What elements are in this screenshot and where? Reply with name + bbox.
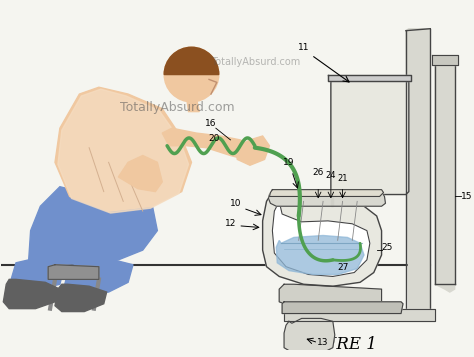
Text: TotallyAbsurd.com: TotallyAbsurd.com [119,101,234,114]
Polygon shape [276,236,364,275]
Polygon shape [55,284,107,312]
Text: TotallyAbsurd.com: TotallyAbsurd.com [211,57,300,67]
Polygon shape [235,136,269,165]
Text: 16: 16 [205,119,217,128]
Polygon shape [11,260,65,289]
Polygon shape [29,187,157,265]
Polygon shape [435,60,455,292]
Polygon shape [162,128,255,160]
Text: 15: 15 [461,192,472,201]
Text: FIGURE 1: FIGURE 1 [291,336,377,353]
Polygon shape [55,87,191,211]
Polygon shape [432,55,457,65]
Text: 12: 12 [225,219,236,228]
Polygon shape [284,318,335,355]
Text: 26: 26 [312,168,324,177]
Circle shape [164,47,219,102]
Wedge shape [164,47,219,75]
Polygon shape [284,309,435,321]
Text: 10: 10 [229,199,241,208]
Polygon shape [263,192,382,286]
Polygon shape [48,265,99,280]
Text: 25: 25 [382,243,393,252]
Text: 11: 11 [298,43,310,52]
Polygon shape [268,192,385,206]
Polygon shape [118,156,162,192]
Text: 20: 20 [208,134,219,143]
Polygon shape [273,201,370,276]
Text: 27: 27 [337,263,348,272]
Text: 13: 13 [317,338,329,347]
Polygon shape [328,75,411,81]
Text: 24: 24 [326,171,336,180]
Text: 21: 21 [337,174,348,183]
Polygon shape [331,79,409,195]
Polygon shape [187,98,199,112]
Polygon shape [279,284,382,309]
Polygon shape [58,89,189,213]
Polygon shape [269,190,383,196]
Polygon shape [282,302,403,313]
Polygon shape [331,192,333,206]
Polygon shape [65,260,133,294]
Text: 19: 19 [283,158,295,167]
Polygon shape [3,280,60,309]
Polygon shape [406,29,430,313]
